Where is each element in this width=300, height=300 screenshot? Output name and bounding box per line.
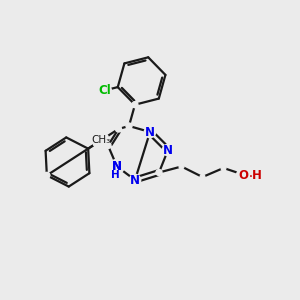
Text: H: H [252, 169, 261, 182]
Circle shape [179, 164, 184, 169]
Text: N: N [112, 160, 122, 173]
Text: CH₃: CH₃ [91, 136, 110, 146]
Circle shape [116, 126, 122, 132]
Circle shape [126, 123, 132, 129]
Text: O: O [238, 169, 248, 182]
Text: H: H [111, 170, 120, 180]
Circle shape [200, 175, 205, 179]
Circle shape [111, 161, 123, 172]
Circle shape [44, 172, 50, 178]
Text: Cl: Cl [98, 84, 111, 97]
Circle shape [98, 84, 111, 97]
Circle shape [236, 169, 250, 182]
Circle shape [129, 174, 141, 186]
Circle shape [162, 144, 174, 156]
Circle shape [105, 142, 111, 148]
Circle shape [252, 171, 261, 180]
Text: N: N [145, 125, 155, 139]
Circle shape [221, 166, 226, 170]
Circle shape [156, 169, 162, 175]
Text: N: N [130, 173, 140, 187]
Text: N: N [112, 160, 122, 173]
Circle shape [132, 102, 138, 108]
Text: N: N [163, 143, 173, 157]
Circle shape [110, 159, 124, 174]
Circle shape [144, 126, 156, 138]
Circle shape [92, 132, 109, 149]
